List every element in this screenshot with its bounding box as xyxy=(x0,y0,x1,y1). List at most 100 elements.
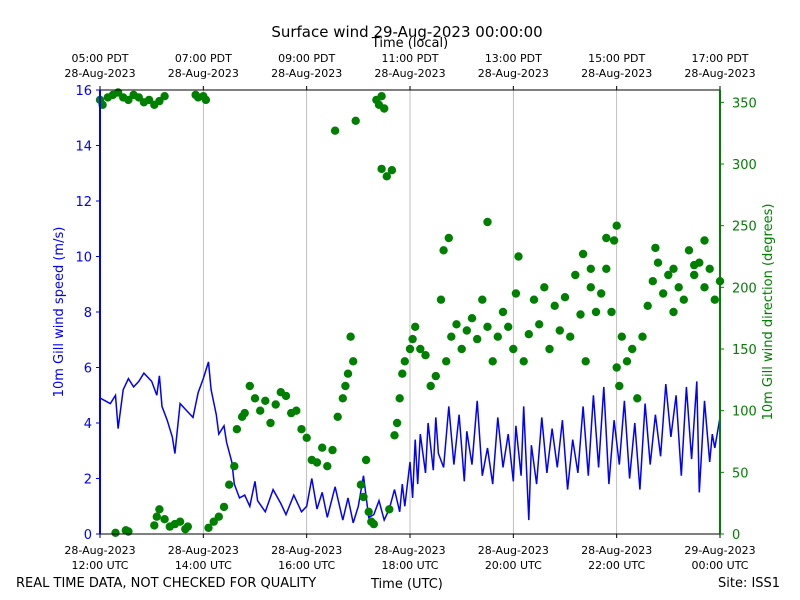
top-tick-time: 07:00 PDT xyxy=(175,52,232,65)
right-tick-label: 100 xyxy=(732,405,757,420)
chart-title: Surface wind 29-Aug-2023 00:00:00 xyxy=(271,23,542,41)
direction-point xyxy=(356,480,366,489)
direction-point xyxy=(271,400,280,409)
direction-point xyxy=(214,512,223,521)
direction-point xyxy=(555,326,564,335)
direction-point xyxy=(690,260,699,270)
direction-point xyxy=(700,283,709,292)
direction-point xyxy=(333,412,342,421)
direction-point xyxy=(152,512,161,521)
axis-ticks: 28-Aug-2023 12:00 UTC 28-Aug-2023 14:00 UTC… xyxy=(64,52,756,572)
direction-point xyxy=(392,418,402,428)
direction-point xyxy=(341,381,350,391)
direction-point xyxy=(493,332,502,341)
direction-point xyxy=(535,320,544,329)
bottom-tick-time: 16:00 UTC xyxy=(278,559,335,572)
bottom-tick-time: 22:00 UTC xyxy=(588,559,645,572)
bottom-tick-date: 28-Aug-2023 xyxy=(374,544,445,557)
direction-point xyxy=(292,406,301,415)
direction-point xyxy=(524,330,533,339)
direction-point xyxy=(674,283,683,292)
left-tick-label: 14 xyxy=(75,140,92,155)
direction-point xyxy=(612,363,621,372)
direction-point xyxy=(684,246,694,255)
direction-point xyxy=(150,521,159,530)
direction-point xyxy=(690,270,699,280)
top-tick-date: 28-Aug-2023 xyxy=(374,67,445,80)
top-tick-time: 13:00 PDT xyxy=(485,52,542,65)
direction-point xyxy=(648,277,657,286)
direction-point xyxy=(669,307,678,317)
direction-point xyxy=(705,264,714,273)
direction-point xyxy=(442,357,451,366)
direction-point xyxy=(405,344,415,354)
bottom-tick-date: 28-Aug-2023 xyxy=(168,544,239,557)
direction-point xyxy=(483,322,492,331)
direction-point xyxy=(387,166,397,175)
direction-point xyxy=(250,394,260,403)
top-tick-date: 28-Aug-2023 xyxy=(684,67,755,80)
direction-point xyxy=(519,357,528,366)
top-tick-date: 28-Aug-2023 xyxy=(581,67,652,80)
direction-point xyxy=(653,258,663,267)
direction-point xyxy=(232,425,242,434)
direction-point xyxy=(230,462,239,471)
direction-point xyxy=(318,443,327,452)
bottom-axis-label: Time (UTC) xyxy=(371,577,443,592)
direction-point xyxy=(615,381,624,391)
site-label: Site: ISS1 xyxy=(718,576,781,591)
direction-point xyxy=(462,326,471,335)
direction-point xyxy=(266,418,275,428)
direction-point xyxy=(395,394,404,403)
speed-series xyxy=(99,361,721,524)
direction-point xyxy=(612,221,621,230)
bottom-tick-time: 20:00 UTC xyxy=(485,559,542,572)
direction-point xyxy=(566,332,575,341)
direction-point xyxy=(669,264,678,273)
bottom-tick-time: 00:00 UTC xyxy=(691,559,748,572)
bottom-tick-date: 28-Aug-2023 xyxy=(581,544,652,557)
direction-point xyxy=(411,322,420,331)
direction-point xyxy=(219,502,229,512)
direction-point xyxy=(607,307,616,317)
top-tick-date: 28-Aug-2023 xyxy=(168,67,239,80)
top-tick-date: 28-Aug-2023 xyxy=(478,67,549,80)
direction-point xyxy=(478,295,487,304)
direction-point xyxy=(330,126,340,135)
bottom-tick-time: 14:00 UTC xyxy=(175,559,232,572)
right-tick-label: 50 xyxy=(732,466,749,481)
direction-point xyxy=(359,492,368,502)
direction-point xyxy=(447,332,456,341)
direction-point xyxy=(638,332,647,341)
direction-point xyxy=(457,344,466,354)
left-tick-label: 4 xyxy=(84,417,92,432)
direction-point xyxy=(256,406,265,415)
direction-point xyxy=(377,164,386,174)
direction-point xyxy=(504,322,513,331)
direction-point xyxy=(628,344,637,354)
left-tick-label: 8 xyxy=(84,306,92,321)
direction-point xyxy=(201,95,211,105)
bottom-tick-time: 12:00 UTC xyxy=(71,559,128,572)
direction-point xyxy=(382,172,391,181)
direction-point xyxy=(578,249,588,259)
direction-point xyxy=(398,369,407,378)
bottom-tick-date: 28-Aug-2023 xyxy=(64,544,135,557)
top-tick-time: 11:00 PDT xyxy=(381,52,438,65)
direction-point xyxy=(426,381,435,391)
right-tick-label: 300 xyxy=(732,158,757,173)
bottom-tick-date: 28-Aug-2023 xyxy=(271,544,342,557)
direction-point xyxy=(488,357,497,366)
direction-point xyxy=(679,295,688,304)
direction-point xyxy=(385,505,394,514)
direction-point xyxy=(439,246,448,255)
direction-point xyxy=(175,517,185,526)
direction-point xyxy=(576,310,585,319)
top-tick-time: 17:00 PDT xyxy=(691,52,748,65)
left-tick-label: 2 xyxy=(84,473,92,488)
direction-point xyxy=(710,295,719,304)
direction-point xyxy=(421,351,430,360)
direction-point xyxy=(240,408,249,418)
right-tick-label: 250 xyxy=(732,220,757,235)
direction-point xyxy=(312,458,322,467)
